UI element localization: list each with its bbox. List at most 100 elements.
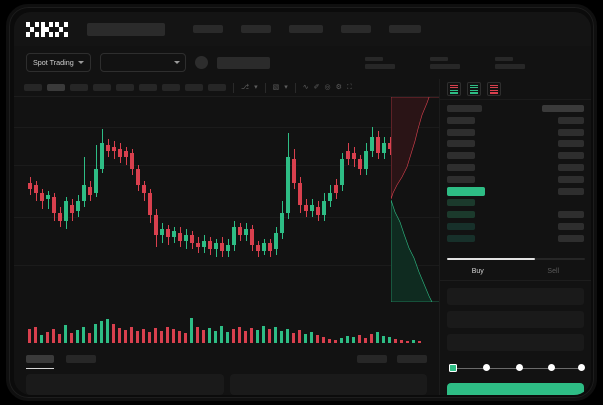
stat-label <box>429 56 448 61</box>
orderbook-row-bid2[interactable] <box>440 222 591 231</box>
logo-glyph-x <box>55 21 68 37</box>
orderbook-view-bids-icon[interactable] <box>467 82 481 96</box>
timeframe-button-6[interactable] <box>139 84 157 91</box>
orderbook-row-ask[interactable] <box>440 128 591 137</box>
bottom-tab-1[interactable] <box>26 355 54 369</box>
timeframe-button-7[interactable] <box>162 84 180 91</box>
line-chart-icon[interactable]: ∿ <box>302 84 309 91</box>
indicators-icon[interactable]: ⎇ <box>241 84 250 91</box>
orderbook-row-ask[interactable] <box>440 175 591 184</box>
orderbook-amount-cell <box>558 128 584 136</box>
orderbook-row-ask[interactable] <box>440 139 591 148</box>
fullscreen-icon[interactable]: ⛶ <box>346 84 352 91</box>
timeframe-button-3[interactable] <box>70 84 88 91</box>
bottom-panel-right[interactable] <box>229 374 427 395</box>
tab-sell[interactable]: Sell <box>516 262 592 280</box>
bottom-tab-2[interactable] <box>66 355 96 363</box>
orderbook-price-cell <box>447 186 485 196</box>
alert-icon[interactable]: ◎ <box>324 84 331 91</box>
chart-type-chevron-icon[interactable]: ▾ <box>254 84 258 91</box>
volume-bar <box>292 333 295 343</box>
orderbook-amount-cell <box>558 140 584 148</box>
volume-bar <box>382 336 385 343</box>
volume-bar <box>340 338 343 343</box>
orderbook-amount-cell <box>558 211 584 219</box>
nav-item-5[interactable] <box>389 25 421 33</box>
volume-bar <box>244 331 247 343</box>
orderbook-row-bid[interactable] <box>440 198 591 207</box>
volume-bar <box>94 324 97 343</box>
settings-icon[interactable]: ⚙ <box>335 84 342 91</box>
orderbook-rows[interactable] <box>440 100 591 258</box>
timeframe-button-1[interactable] <box>24 84 42 91</box>
orderbook-view-both-icon[interactable] <box>447 82 461 96</box>
timeframe-button-4[interactable] <box>93 84 111 91</box>
magnet-icon[interactable]: ✐ <box>313 84 320 91</box>
trading-mode-selector[interactable]: Spot Trading <box>26 53 91 72</box>
toolbar-divider <box>264 82 266 93</box>
timeframe-button-9[interactable] <box>208 84 226 91</box>
slider-node-75[interactable] <box>548 364 556 371</box>
amount-percent-slider[interactable] <box>449 363 585 373</box>
timeframe-button-8[interactable] <box>185 84 203 91</box>
volume-bar <box>232 329 235 343</box>
bottom-action-1[interactable] <box>357 355 387 363</box>
slider-node-50[interactable] <box>515 364 523 371</box>
volume-bar <box>418 341 421 343</box>
volume-bar <box>166 327 169 343</box>
amount-input[interactable] <box>447 311 584 328</box>
timeframe-button-5[interactable] <box>116 84 134 91</box>
tab-buy[interactable]: Buy <box>440 262 516 280</box>
orderbook-price-cell <box>447 128 475 136</box>
search-input[interactable] <box>87 22 165 36</box>
gridline-0 <box>14 127 439 128</box>
nav-item-2[interactable] <box>241 25 271 33</box>
orderbook-row-ask[interactable] <box>440 116 591 125</box>
drawing-tools-icon[interactable]: ▧ <box>272 84 280 91</box>
stat-value <box>364 63 395 69</box>
slider-node-25[interactable] <box>482 364 490 371</box>
market-toolbar: Spot Trading <box>14 46 591 79</box>
orderbook-scrollbar[interactable] <box>447 258 585 260</box>
orderbook-amount-cell <box>558 152 584 160</box>
volume-bar <box>190 318 193 343</box>
logo-glyph-o <box>26 21 39 37</box>
orderbook-view-asks-icon[interactable] <box>487 82 501 96</box>
trading-pair-selector[interactable] <box>99 53 186 72</box>
stat-label <box>364 56 383 61</box>
volume-bar <box>88 333 91 343</box>
timeframe-button-2[interactable] <box>47 84 65 91</box>
orderbook-row-ask[interactable] <box>440 151 591 160</box>
volume-bar <box>334 340 337 343</box>
bottom-panel-left[interactable] <box>26 374 224 395</box>
volume-bar <box>34 327 37 343</box>
okx-logo[interactable] <box>26 21 68 37</box>
volume-bar <box>298 330 301 343</box>
volume-bar <box>316 335 319 343</box>
chevron-down-icon <box>77 61 84 64</box>
orderbook-row-spot[interactable] <box>440 186 591 196</box>
nav-item-4[interactable] <box>341 25 371 33</box>
drawing-chevron-icon[interactable]: ▾ <box>284 84 288 91</box>
submit-buy-button[interactable] <box>447 383 584 395</box>
nav-item-1[interactable] <box>193 25 223 33</box>
nav-item-3[interactable] <box>289 25 323 33</box>
total-input[interactable] <box>447 334 584 351</box>
gridline-3 <box>14 265 439 266</box>
volume-bar <box>76 330 79 343</box>
orderbook-amount-cell <box>558 222 584 230</box>
orderbook-row-header[interactable] <box>440 104 591 113</box>
slider-node-100[interactable] <box>578 364 585 371</box>
orderbook-row-ask[interactable] <box>440 163 591 172</box>
orderbook-row-bid2[interactable] <box>440 234 591 243</box>
orderbook-row-bid[interactable] <box>440 210 591 219</box>
market-stat-3 <box>494 56 525 69</box>
market-stat-1 <box>364 56 395 69</box>
candlestick-chart[interactable] <box>14 97 439 309</box>
slider-node-0[interactable] <box>449 363 457 372</box>
price-input[interactable] <box>447 288 584 305</box>
bottom-action-2[interactable] <box>397 355 427 363</box>
orderbook-amount-cell <box>558 175 584 183</box>
volume-bar <box>394 339 397 343</box>
orderbook-amount-cell <box>558 234 584 242</box>
